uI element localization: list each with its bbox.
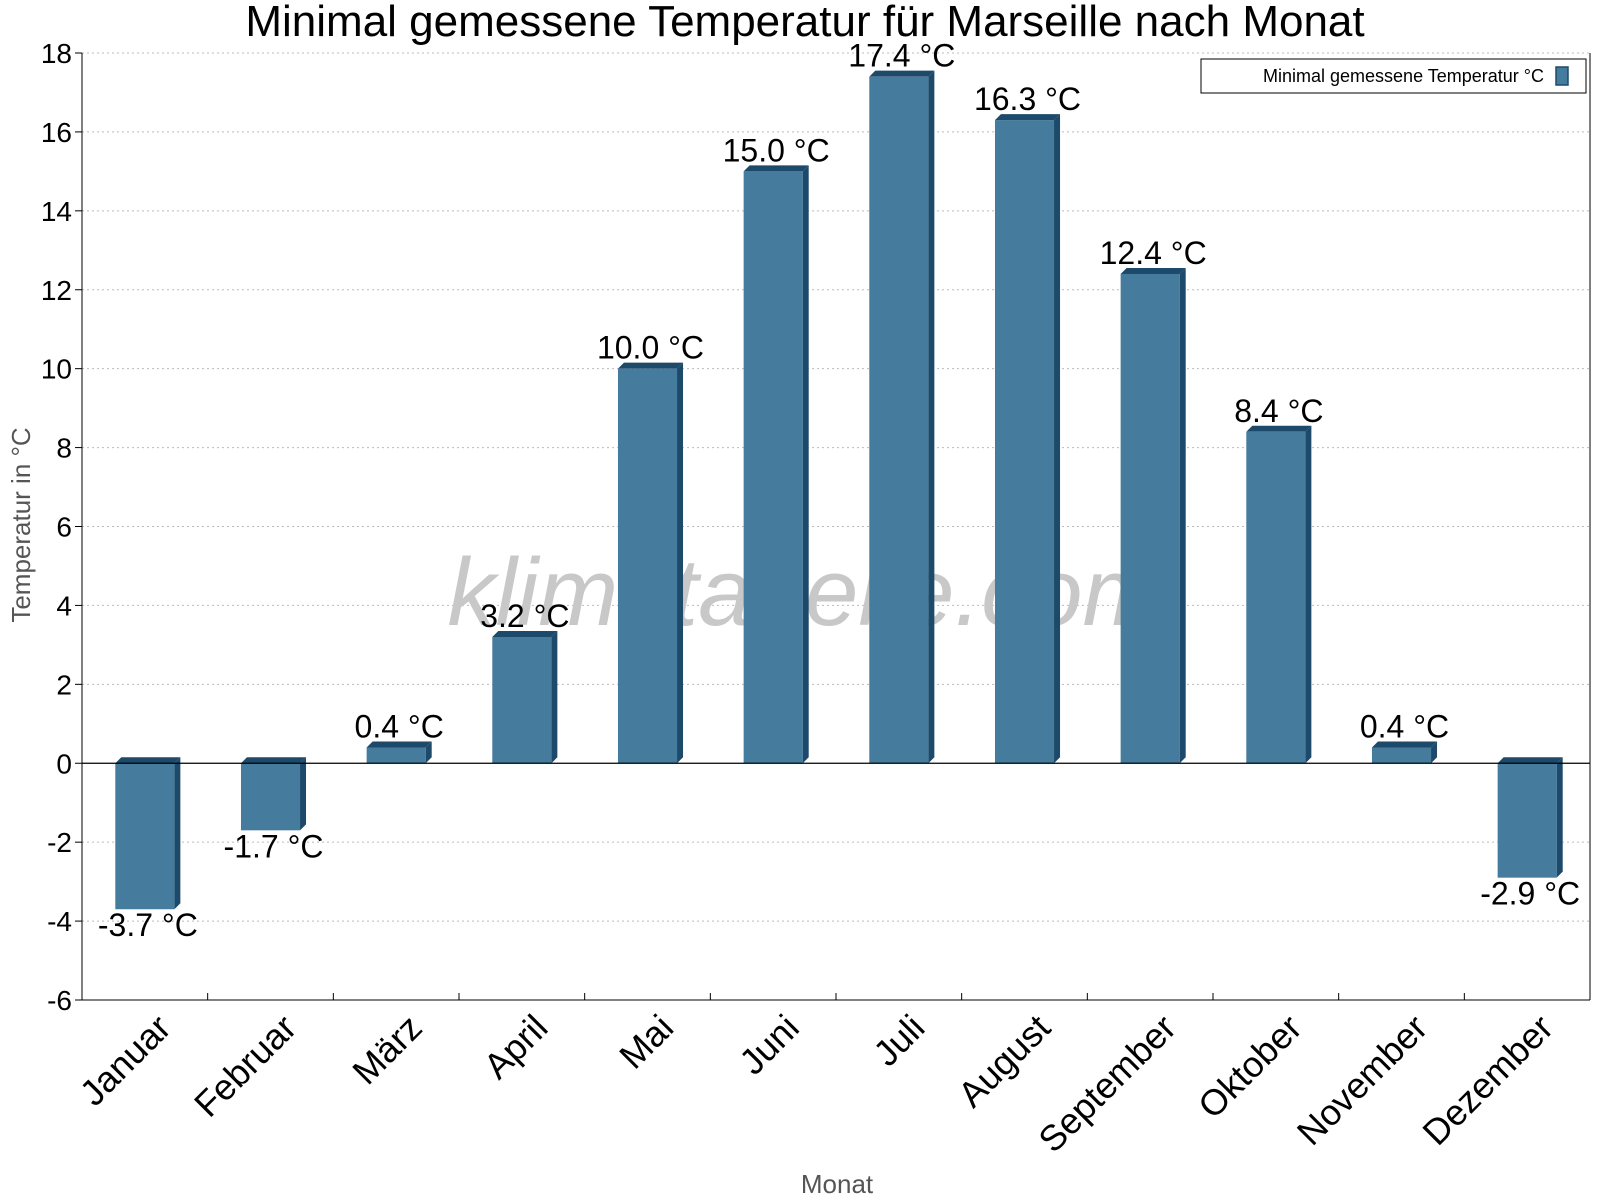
bar	[1246, 425, 1312, 764]
x-tick-label: Oktober	[1190, 1007, 1310, 1127]
bar-top	[366, 741, 432, 748]
data-labels: -3.7 °C -1.7 °C 0.4 °C 3.2 °C 10.0 °C 15.0 °C…	[98, 38, 1580, 944]
y-ticks: -6 -4 -2 0 2 4 6 8 10 12 14 16 18	[41, 38, 72, 1016]
x-tick-label: August	[950, 1007, 1058, 1115]
y-tick-label: 14	[41, 196, 72, 227]
bar-top	[617, 362, 684, 369]
legend-swatch	[1555, 66, 1569, 86]
bar-front	[492, 636, 552, 764]
y-tick-label: 8	[56, 433, 72, 464]
data-label: -2.9 °C	[1480, 876, 1580, 912]
bar-side	[1431, 741, 1438, 764]
bar-side	[928, 70, 935, 764]
bar-front	[743, 171, 803, 764]
bar-top	[1120, 267, 1186, 274]
bar-side	[300, 757, 307, 831]
bar-front	[1120, 273, 1180, 764]
bar	[240, 757, 307, 831]
bar-front	[115, 763, 175, 910]
axes	[75, 52, 1591, 1001]
bar-side	[1179, 267, 1186, 764]
x-axis-title: Monat	[801, 1169, 874, 1199]
x-tick-label: November	[1289, 1007, 1435, 1153]
bar-top	[492, 630, 558, 637]
bar-front	[869, 76, 929, 764]
y-tick-label: 6	[56, 512, 72, 543]
x-ticks: Januar Februar März April Mai Juni Juli AugustS…	[72, 1007, 1561, 1161]
x-tick-label: April	[476, 1007, 556, 1087]
y-tick-label: 18	[41, 38, 72, 69]
bar	[115, 757, 181, 910]
data-label: 0.4 °C	[355, 708, 444, 744]
bar	[1120, 267, 1186, 764]
bar-front	[1246, 431, 1306, 764]
bar-front	[617, 368, 678, 764]
bar-front	[1497, 763, 1557, 878]
bar	[994, 114, 1061, 764]
bar	[869, 70, 935, 764]
x-tick-label: Mai	[611, 1007, 681, 1077]
x-tick-label: Juni	[731, 1007, 807, 1083]
bar-side	[551, 630, 558, 764]
bar	[1371, 741, 1438, 764]
bar	[743, 165, 809, 764]
bar-side	[1556, 757, 1563, 878]
y-tick-label: -2	[47, 827, 72, 858]
legend: Minimal gemessene Temperatur °C	[1200, 58, 1587, 94]
bar	[492, 630, 558, 764]
bar-front	[240, 763, 301, 831]
chart-title: Minimal gemessene Temperatur für Marseil…	[245, 0, 1364, 46]
y-axis-title: Temperatur in °C	[6, 427, 36, 622]
grid-lines	[82, 52, 1590, 1001]
bar-front	[366, 747, 426, 764]
bar	[617, 362, 684, 764]
data-label: 0.4 °C	[1360, 708, 1449, 744]
x-tick-label: Dezember	[1414, 1007, 1560, 1153]
x-tick-label: März	[344, 1007, 430, 1093]
y-tick-label: 10	[41, 354, 72, 385]
data-label: 10.0 °C	[597, 330, 704, 366]
y-tick-label: -6	[47, 985, 72, 1016]
data-label: 17.4 °C	[848, 38, 955, 74]
bar-front	[1371, 747, 1432, 764]
legend-box	[1200, 58, 1587, 94]
bar-top	[240, 757, 307, 764]
y-tick-label: 12	[41, 275, 72, 306]
data-label: 16.3 °C	[974, 81, 1081, 117]
y-tick-label: 2	[56, 669, 72, 700]
data-label: -3.7 °C	[98, 907, 198, 943]
bar-top	[1371, 741, 1438, 748]
data-label: 12.4 °C	[1100, 235, 1207, 271]
bar-side	[802, 165, 809, 764]
data-label: 3.2 °C	[480, 598, 569, 634]
x-tick-label: Januar	[72, 1007, 179, 1114]
bar-side	[1305, 425, 1312, 764]
y-tick-label: -4	[47, 906, 72, 937]
bar-side	[425, 741, 432, 764]
data-label: 8.4 °C	[1234, 393, 1323, 429]
bar-top	[115, 757, 181, 764]
bar-front	[994, 120, 1055, 764]
y-tick-label: 4	[56, 590, 72, 621]
bar-side	[677, 362, 684, 764]
y-tick-label: 16	[41, 117, 72, 148]
x-tick-label: September	[1030, 1007, 1184, 1161]
x-tick-label: Februar	[186, 1007, 304, 1125]
bar-top	[994, 114, 1061, 121]
data-label: -1.7 °C	[224, 828, 324, 864]
bar-top	[1497, 757, 1563, 764]
bar-top	[869, 70, 935, 77]
y-tick-label: 0	[56, 748, 72, 779]
x-tick-label: Juli	[865, 1007, 932, 1074]
data-label: 15.0 °C	[723, 132, 830, 168]
bar-top	[1246, 425, 1312, 432]
bar	[366, 741, 432, 764]
bar-top	[743, 165, 809, 172]
bar	[1497, 757, 1563, 878]
bar-side	[174, 757, 181, 910]
bars	[115, 70, 1563, 910]
bar-side	[1054, 114, 1061, 764]
legend-label: Minimal gemessene Temperatur °C	[1263, 66, 1544, 86]
